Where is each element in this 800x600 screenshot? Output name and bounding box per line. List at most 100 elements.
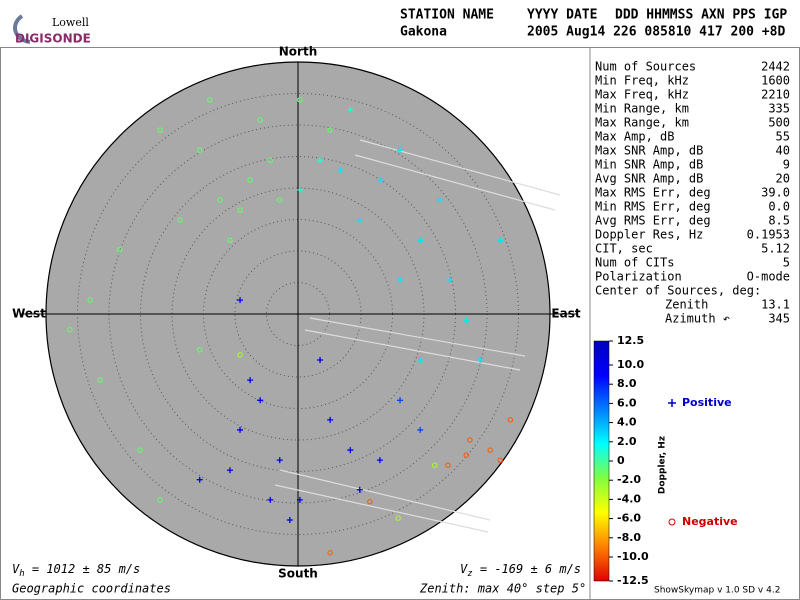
source-positive	[296, 496, 303, 503]
stat-value: 0.0	[768, 200, 790, 214]
source-negative	[197, 147, 203, 153]
stat-value: 335	[768, 102, 790, 116]
center-value: 13.1	[761, 298, 790, 312]
source-negative	[327, 127, 333, 133]
source-negative	[327, 550, 333, 556]
stat-value: 5	[783, 256, 790, 270]
colorbar-tick-label: 2.0	[617, 435, 637, 448]
stat-value: O-mode	[747, 270, 790, 284]
colorbar-tick-label: -4.0	[617, 492, 641, 505]
colorbar-tick-label: -8.0	[617, 531, 641, 544]
station-name: Gakona	[400, 25, 447, 40]
stat-value: 1600	[761, 74, 790, 88]
stat-value: 500	[768, 116, 790, 130]
source-positive	[317, 356, 324, 363]
source-negative	[463, 452, 469, 458]
station-values: 2005 Aug14 226 085810 417 200 +8D	[527, 25, 785, 40]
source-positive	[417, 237, 424, 244]
source-negative	[267, 157, 273, 163]
source-positive	[247, 377, 254, 384]
source-negative	[277, 197, 283, 203]
velocity-subscript: z	[467, 569, 472, 579]
source-positive	[376, 457, 383, 464]
reflection-line	[304, 329, 521, 371]
stat-label: CIT, sec	[595, 242, 653, 256]
source-positive	[436, 196, 443, 203]
zenith-label: Zenith: max 40° step 5°	[419, 582, 586, 596]
velocity-subscript: h	[19, 569, 24, 579]
direction-label: North	[279, 45, 317, 59]
source-negative	[487, 447, 493, 453]
velocity-symbol: V	[12, 562, 20, 576]
reflection-line	[359, 139, 561, 196]
source-negative	[67, 327, 73, 333]
source-positive	[376, 176, 383, 183]
source-positive	[417, 426, 424, 433]
colorbar-tick-label: -10.0	[617, 550, 649, 563]
colorbar-tick-label: 4.0	[617, 416, 637, 429]
colorbar-tick-label: 10.0	[617, 358, 644, 371]
stat-label: Max RMS Err, deg	[595, 186, 711, 200]
source-positive	[477, 356, 484, 363]
stat-value: 39.0	[761, 186, 790, 200]
source-negative	[137, 447, 143, 453]
colorbar-tick-label: -2.0	[617, 473, 641, 486]
stat-label: Min RMS Err, deg	[595, 200, 711, 214]
colorbar-tick-label: 12.5	[617, 334, 644, 347]
stat-label: Max Amp, dB	[595, 130, 674, 144]
stat-label: Min Freq, kHz	[595, 74, 689, 88]
stat-label: Doppler Res, Hz	[595, 228, 703, 242]
source-positive	[276, 457, 283, 464]
center-value: 345	[768, 312, 790, 326]
stat-label: Min SNR Amp, dB	[595, 158, 703, 172]
direction-label: South	[278, 567, 318, 581]
legend-marker	[668, 518, 676, 526]
header-label: YYYY DATE	[527, 8, 597, 23]
source-positive	[257, 397, 264, 404]
colorbar-tick-label: -12.5	[617, 574, 649, 587]
source-positive	[347, 447, 354, 454]
stat-label: Avg SNR Amp, dB	[595, 172, 703, 186]
velocity: Vh = 1012 ± 85 m/s	[12, 562, 140, 579]
colorbar-tick-label: 6.0	[617, 396, 637, 409]
logo-top: Lowell	[52, 16, 89, 29]
stat-label: Max SNR Amp, dB	[595, 144, 703, 158]
velocity: Vz = -169 ± 6 m/s	[460, 562, 581, 579]
reflection-line	[309, 317, 526, 357]
logo-bottom: DIGISONDE	[15, 32, 91, 46]
stat-value: 8.5	[768, 214, 790, 228]
stat-value: 55	[776, 130, 790, 144]
source-positive	[237, 426, 244, 433]
header-label: DDD HHMMSS AXN PPS IGP	[615, 8, 787, 23]
source-positive	[226, 467, 233, 474]
source-negative	[207, 97, 213, 103]
colorbar	[593, 340, 610, 582]
colorbar-tick-label: -6.0	[617, 512, 641, 525]
source-negative	[87, 297, 93, 303]
stat-label: Polarization	[595, 270, 682, 284]
direction-label: East	[551, 307, 580, 321]
source-negative	[177, 217, 183, 223]
stat-label: Max Range, km	[595, 116, 689, 130]
source-negative	[257, 117, 263, 123]
source-positive	[397, 147, 404, 154]
source-positive	[317, 157, 324, 164]
source-positive	[337, 166, 344, 173]
source-positive	[417, 356, 424, 363]
colorbar-title: Doppler, Hz	[658, 436, 668, 494]
source-positive	[397, 276, 404, 283]
stat-label: Min Range, km	[595, 102, 689, 116]
source-positive	[286, 517, 293, 524]
source-negative	[217, 197, 223, 203]
stat-value: 20	[776, 172, 790, 186]
source-negative	[432, 462, 438, 468]
source-positive	[497, 237, 504, 244]
stat-label: Num of CITs	[595, 256, 674, 270]
source-negative	[367, 499, 373, 505]
stat-value: 2442	[761, 60, 790, 74]
stat-label: Avg RMS Err, deg	[595, 214, 711, 228]
source-negative	[117, 247, 123, 253]
stat-value: 9	[783, 158, 790, 172]
source-positive	[356, 217, 363, 224]
header-label: STATION NAME	[400, 8, 494, 23]
